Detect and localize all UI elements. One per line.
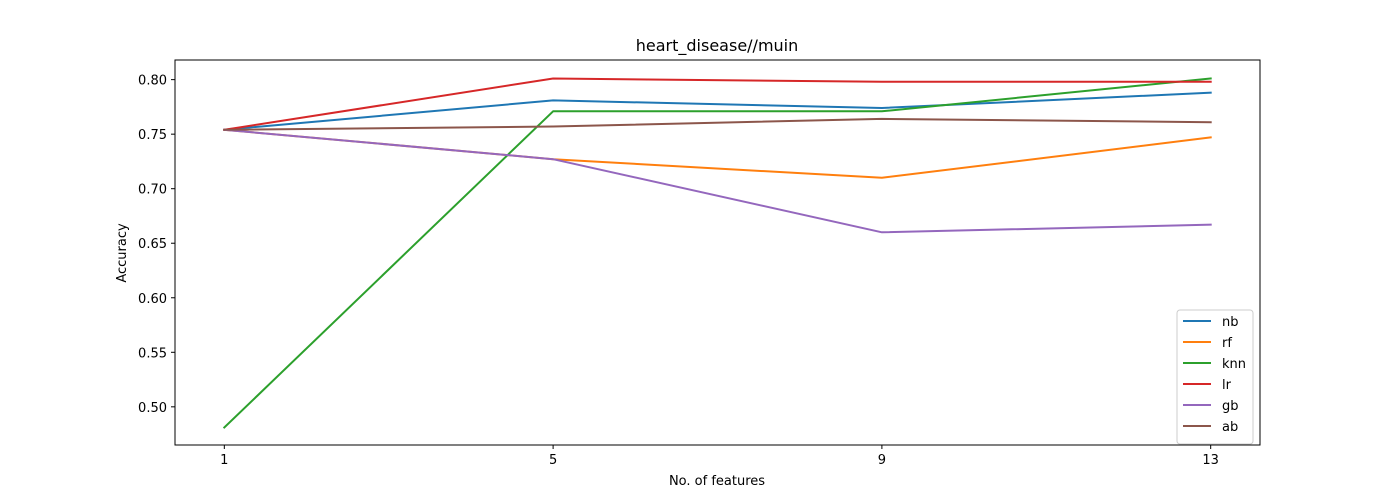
series-line-lr <box>223 77 1212 131</box>
y-tick-label: 0.75 <box>138 128 167 143</box>
legend-label-gb: gb <box>1222 399 1239 414</box>
chart-title: heart_disease//muin <box>636 36 799 56</box>
legend-box <box>1176 309 1254 445</box>
legend-label-nb: nb <box>1222 315 1239 330</box>
x-axis-label: No. of features <box>669 474 765 489</box>
y-tick-label: 0.80 <box>138 74 167 89</box>
series-line-gb <box>223 128 1212 234</box>
y-tick-label: 0.70 <box>138 183 167 198</box>
x-tick-label: 9 <box>878 453 886 468</box>
y-axis-label: Accuracy <box>115 223 130 283</box>
legend: nb rf knn lr gb ab <box>1176 309 1254 445</box>
series-line-ab <box>223 117 1212 131</box>
legend-label-lr: lr <box>1222 378 1232 393</box>
x-tick-label: 5 <box>549 453 557 468</box>
y-tick-label: 0.60 <box>138 292 167 307</box>
y-tick-label: 0.55 <box>138 346 167 361</box>
legend-label-knn: knn <box>1222 357 1246 372</box>
y-tick-label: 0.65 <box>138 237 167 252</box>
y-tick-label: 0.50 <box>138 401 167 416</box>
legend-label-rf: rf <box>1222 336 1232 351</box>
axis-ticks: 1 5 9 13 0.50 0.55 0.60 0.65 0.70 0.75 0.80 <box>138 74 1219 468</box>
series-line-knn <box>222 77 1212 429</box>
x-tick-label: 13 <box>1202 453 1219 468</box>
x-tick-label: 1 <box>220 453 228 468</box>
legend-label-ab: ab <box>1222 420 1238 435</box>
series-lines <box>222 77 1212 429</box>
series-line-rf <box>223 128 1212 179</box>
series-line-nb <box>223 91 1212 131</box>
plot-area-frame <box>174 59 1261 446</box>
